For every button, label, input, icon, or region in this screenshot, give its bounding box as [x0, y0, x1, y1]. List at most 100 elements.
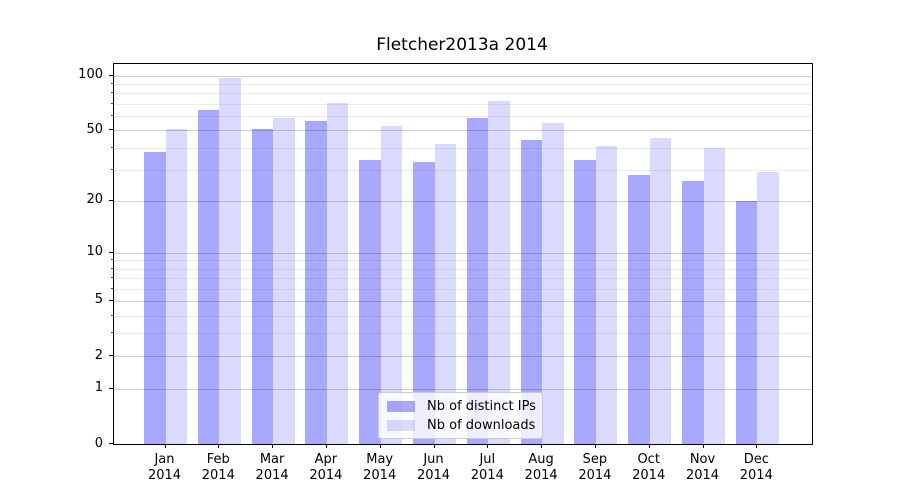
y-axis-tick-label: 1 — [94, 380, 103, 396]
y-minor-tick-mark — [111, 114, 113, 116]
bar-distinct-ips-may — [359, 160, 381, 444]
x-axis-tick-label: Aug 2014 — [524, 452, 558, 483]
x-tick-mark — [648, 444, 650, 448]
gridline-major — [114, 388, 812, 390]
bar-downloads-mar — [273, 118, 295, 444]
y-minor-tick-mark — [111, 287, 113, 289]
y-axis-tick-label: 5 — [94, 292, 103, 308]
gridline-major — [114, 200, 812, 202]
plot-area — [113, 63, 813, 445]
gridline-major — [114, 75, 812, 77]
bar-downloads-feb — [219, 77, 241, 444]
gridline-minor — [114, 147, 812, 149]
legend-swatch-downloads — [387, 419, 415, 431]
y-tick-mark — [109, 129, 113, 131]
x-axis-tick-label: Jun 2014 — [416, 452, 451, 483]
y-minor-tick-mark — [111, 332, 113, 334]
y-tick-mark — [109, 387, 113, 389]
x-tick-mark — [756, 444, 758, 448]
bar-distinct-ips-oct — [628, 175, 650, 444]
gridline-minor — [114, 268, 812, 270]
legend-item-downloads: Nb of downloads — [379, 417, 542, 433]
bar-distinct-ips-sep — [574, 160, 596, 444]
bar-distinct-ips-jun — [413, 162, 435, 444]
gridline-minor — [114, 260, 812, 262]
x-tick-mark — [433, 444, 435, 448]
x-axis-tick-label: Jan 2014 — [147, 452, 182, 483]
bar-downloads-dec — [757, 172, 779, 444]
y-tick-mark — [109, 74, 113, 76]
y-axis-tick-label: 50 — [86, 121, 103, 137]
y-tick-mark — [109, 199, 113, 201]
bar-downloads-jan — [165, 128, 187, 444]
y-tick-mark — [109, 251, 113, 253]
x-axis-tick-label: May 2014 — [363, 452, 397, 483]
gridline-minor — [114, 115, 812, 117]
bar-downloads-nov — [703, 147, 725, 444]
gridline-major — [114, 300, 812, 302]
y-minor-tick-mark — [111, 92, 113, 94]
bar-distinct-ips-jul — [466, 118, 489, 444]
x-axis-tick-label: Mar 2014 — [255, 452, 289, 483]
x-tick-mark — [272, 444, 274, 448]
gridline-minor — [114, 315, 812, 317]
x-axis-tick-label: Jul 2014 — [470, 452, 504, 483]
y-axis-tick-label: 20 — [86, 192, 103, 208]
gridline-major — [114, 356, 812, 358]
gridline-minor — [114, 288, 812, 290]
bar-downloads-may — [380, 125, 403, 444]
bar-distinct-ips-dec — [735, 200, 758, 444]
legend-item-distinct-ips: Nb of distinct IPs — [379, 398, 542, 414]
x-axis-tick-label: Feb 2014 — [201, 452, 235, 483]
x-axis-tick-label: Oct 2014 — [632, 452, 666, 483]
bar-downloads-apr — [326, 102, 349, 444]
y-minor-tick-mark — [111, 146, 113, 148]
y-minor-tick-mark — [111, 259, 113, 261]
legend-swatch-distinct-ips — [387, 400, 415, 412]
y-axis-tick-label: 2 — [94, 347, 103, 363]
y-minor-tick-mark — [111, 168, 113, 170]
bar-distinct-ips-feb — [197, 109, 220, 444]
x-tick-mark — [164, 444, 166, 448]
gridline-minor — [114, 93, 812, 95]
x-tick-mark — [487, 444, 489, 448]
bar-downloads-jun — [434, 143, 456, 444]
y-axis-tick-label: 100 — [78, 67, 103, 82]
x-axis-tick-label: Nov 2014 — [685, 452, 720, 483]
bar-distinct-ips-apr — [305, 121, 327, 444]
gridline-minor — [114, 103, 812, 105]
bar-distinct-ips-nov — [682, 180, 704, 444]
gridline-minor — [114, 169, 812, 171]
gridline-major — [114, 130, 812, 132]
y-tick-mark — [109, 299, 113, 301]
bar-distinct-ips-aug — [520, 140, 543, 444]
bar-downloads-jul — [488, 101, 510, 444]
legend-label-downloads: Nb of downloads — [427, 417, 536, 433]
y-axis-tick-label: 0 — [94, 435, 103, 451]
y-minor-tick-mark — [111, 102, 113, 104]
bar-downloads-sep — [595, 145, 618, 444]
gridline-major — [114, 252, 812, 254]
legend: Nb of distinct IPs Nb of downloads — [378, 392, 543, 439]
gridline-minor — [114, 333, 812, 335]
chart-title: Fletcher2013a 2014 — [376, 35, 548, 55]
x-tick-mark — [594, 444, 596, 448]
x-tick-mark — [541, 444, 543, 448]
bar-downloads-oct — [649, 138, 672, 444]
gridline-minor — [114, 83, 812, 85]
bar-downloads-aug — [542, 122, 564, 444]
x-tick-mark — [702, 444, 704, 448]
y-axis-tick-label: 10 — [86, 244, 103, 259]
y-minor-tick-mark — [111, 267, 113, 269]
x-tick-mark — [379, 444, 381, 448]
x-tick-mark — [218, 444, 220, 448]
legend-label-distinct-ips: Nb of distinct IPs — [427, 398, 536, 414]
y-tick-mark — [109, 355, 113, 357]
x-axis-tick-label: Dec 2014 — [739, 452, 773, 483]
y-tick-mark — [109, 443, 113, 444]
y-minor-tick-mark — [111, 82, 113, 84]
x-tick-mark — [325, 444, 327, 448]
x-axis-tick-label: Sep 2014 — [578, 452, 612, 483]
bar-distinct-ips-jan — [144, 151, 166, 444]
